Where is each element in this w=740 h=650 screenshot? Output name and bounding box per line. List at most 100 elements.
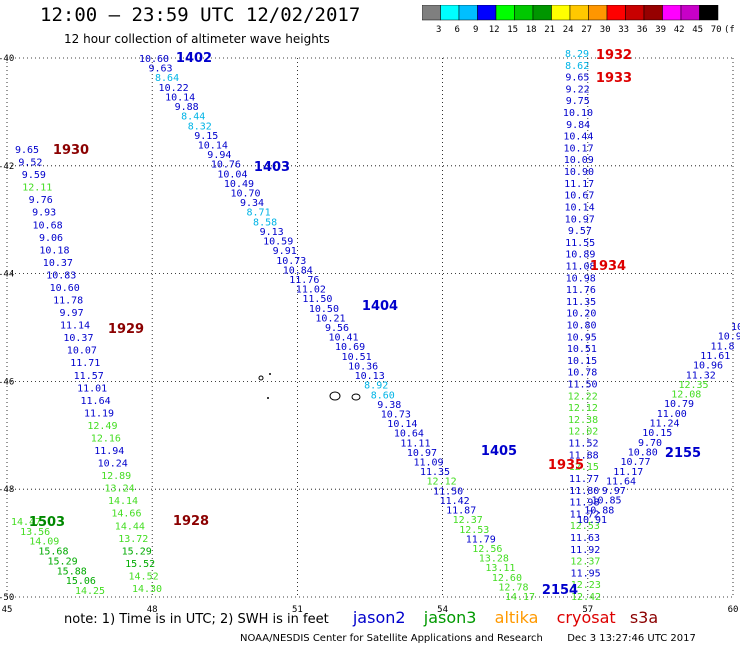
track-value-1932: 10.95: [567, 332, 597, 343]
track-value-1402: 12.60: [492, 573, 522, 584]
color-scale-label: 9: [473, 25, 478, 35]
track-value-1930: 11.01: [77, 383, 107, 394]
track-value-1402: 10.13: [355, 371, 385, 382]
footer-agency: NOAA/NESDIS Center for Satellite Applica…: [240, 633, 543, 644]
track-value-1930: 15.52: [125, 559, 155, 570]
track-value-2155: 10.85: [591, 496, 621, 507]
track-value-1932: 11.98: [569, 498, 599, 509]
track-value-1930: 12.89: [101, 471, 131, 482]
track-value-1402: 8.32: [188, 121, 212, 132]
legend-altika: altika: [494, 608, 539, 627]
track-value-1930: 10.07: [67, 346, 97, 357]
track-value-1402: 12.53: [459, 525, 489, 536]
track-value-1402: 8.58: [253, 217, 277, 228]
track-value-1402: 10.76: [211, 160, 241, 171]
track-value-2155: 11.17: [613, 467, 643, 478]
track-value-1932: 10.14: [564, 202, 594, 213]
color-scale-label: 33: [618, 25, 629, 35]
track-value-1402: 9.38: [377, 400, 401, 411]
legend-jason2: jason2: [352, 608, 406, 627]
track-value-1930: 9.59: [22, 170, 46, 181]
track-value-2155: 10.91: [577, 515, 607, 526]
track-value-2155: 10.77: [620, 457, 650, 468]
color-scale-label: 70: [711, 25, 722, 35]
track-value-1932: 8.29: [565, 49, 589, 60]
track-value-1932: 11.35: [566, 297, 596, 308]
track-value-1930: 9.06: [39, 233, 63, 244]
track-value-1930: 9.93: [32, 208, 56, 219]
lat-tick-label: -40: [0, 54, 14, 64]
track-value-1932: 10.20: [566, 309, 596, 320]
track-value-2155: 11.32: [686, 370, 716, 381]
track-value-1930: 13.72: [118, 534, 148, 545]
pass-label-1933: 1933: [596, 71, 632, 86]
track-value-1932: 12.37: [570, 557, 600, 568]
island-outline: [269, 373, 271, 375]
track-value-1402: 10.73: [276, 256, 306, 267]
track-value-2155: 10.88: [584, 505, 614, 516]
color-scale-label: 18: [526, 25, 537, 35]
track-value-1402: 10.49: [224, 179, 254, 190]
legend-jason3: jason3: [423, 608, 477, 627]
pass-label-1929: 1929: [108, 322, 144, 337]
track-value-1402: 9.13: [260, 227, 284, 238]
track-value-1503: 14.47: [11, 517, 41, 528]
track-value-1932: 9.57: [568, 226, 592, 237]
track-value-1932: 11.17: [564, 179, 594, 190]
track-value-2155: 10.15: [642, 428, 672, 439]
legend-cryosat: cryosat: [556, 608, 616, 627]
track-value-1930: 12.49: [87, 421, 117, 432]
track-value-1932: 9.65: [565, 73, 589, 84]
track-value-1932: 11.55: [565, 238, 595, 249]
track-value-1932: 10.89: [565, 250, 595, 261]
lat-tick-label: -48: [0, 485, 14, 495]
lat-tick-label: -44: [0, 270, 14, 280]
track-value-1930: 9.97: [60, 308, 84, 319]
track-value-1402: 11.50: [302, 294, 332, 305]
track-value-1932: 11.80: [569, 486, 599, 497]
track-value-1402: 11.87: [446, 506, 476, 517]
island-outline: [351, 393, 361, 401]
footer-timestamp: Dec 3 13:27:46 UTC 2017: [567, 633, 696, 644]
track-value-1932: 12.23: [571, 580, 601, 591]
track-value-1402: 9.91: [273, 246, 297, 257]
color-scale-label: 39: [655, 25, 666, 35]
pass-label-1935: 1935: [548, 458, 584, 473]
pass-label-1932: 1932: [596, 48, 632, 63]
track-value-2155: 9.97: [602, 486, 626, 497]
track-value-1932: 12.38: [568, 415, 598, 426]
track-value-1402: 9.34: [240, 198, 264, 209]
track-value-2155: 12.35: [678, 380, 708, 391]
track-value-1930: 10.24: [98, 459, 128, 470]
color-swatch-15: [699, 5, 719, 21]
track-value-1402: 11.76: [289, 275, 319, 286]
track-value-1503: 15.06: [66, 576, 96, 587]
track-value-2155: 11.61: [700, 351, 730, 362]
track-value-1932: 12.02: [568, 427, 598, 438]
track-value-1402: 8.44: [181, 112, 205, 123]
track-value-2155: 11.8: [710, 341, 734, 352]
track-value-1402: 10.14: [165, 92, 195, 103]
track-value-1402: 11.02: [296, 285, 326, 296]
track-value-1402: 8.64: [155, 73, 179, 84]
track-value-1930: 11.14: [60, 321, 90, 332]
island-outline: [258, 375, 264, 381]
track-value-1932: 11.72: [570, 509, 600, 520]
color-scale-label: 21: [544, 25, 555, 35]
lat-tick-label: -42: [0, 162, 14, 172]
track-value-1402: 11.42: [440, 496, 470, 507]
track-value-1402: 10.60: [139, 54, 169, 65]
track-value-1503: 15.29: [48, 556, 78, 567]
track-value-1932: 11.76: [566, 285, 596, 296]
track-value-1932: 11.92: [570, 545, 600, 556]
track-value-1503: 14.25: [75, 586, 105, 597]
lon-tick-label: 57: [582, 605, 593, 615]
pass-label-1403: 1403: [254, 160, 290, 175]
track-value-1930: 11.57: [74, 371, 104, 382]
track-value-2155: 11.24: [649, 419, 679, 430]
track-value-1402: 10.22: [159, 83, 189, 94]
pass-label-1402: 1402: [176, 51, 212, 66]
track-value-1402: 10.64: [394, 429, 424, 440]
